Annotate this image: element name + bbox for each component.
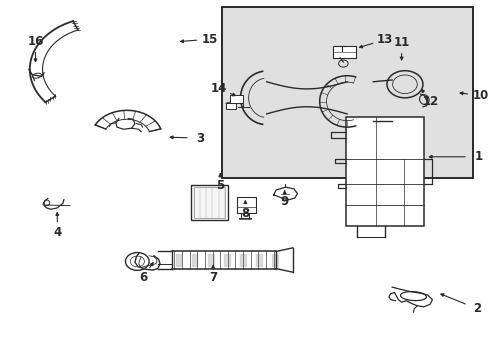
Text: 9: 9 xyxy=(280,195,288,208)
Text: 16: 16 xyxy=(27,35,43,48)
Bar xyxy=(236,197,255,213)
Text: 15: 15 xyxy=(201,33,218,46)
Text: 6: 6 xyxy=(139,271,147,284)
Text: 5: 5 xyxy=(216,179,224,192)
Text: 14: 14 xyxy=(210,82,226,95)
Text: 7: 7 xyxy=(209,271,217,284)
Text: 4: 4 xyxy=(53,226,61,239)
Text: 3: 3 xyxy=(196,132,204,145)
Text: 12: 12 xyxy=(422,95,438,108)
Bar xyxy=(332,46,355,58)
Bar xyxy=(346,117,424,226)
Text: 10: 10 xyxy=(471,89,488,102)
Text: 8: 8 xyxy=(241,207,249,220)
Bar xyxy=(190,185,227,220)
Text: 13: 13 xyxy=(376,33,392,46)
Bar xyxy=(229,95,243,103)
Bar xyxy=(221,7,472,178)
Bar xyxy=(193,187,224,218)
Text: 2: 2 xyxy=(472,302,480,315)
Bar xyxy=(225,103,236,109)
Text: 11: 11 xyxy=(393,36,409,49)
Text: 1: 1 xyxy=(473,150,482,163)
